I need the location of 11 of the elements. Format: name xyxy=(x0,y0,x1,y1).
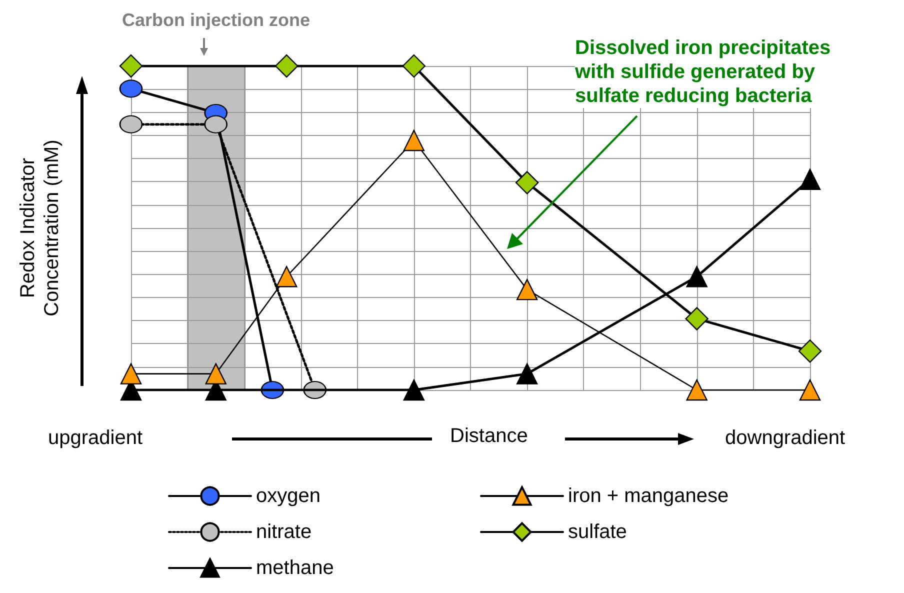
text: downgradient xyxy=(725,427,846,449)
text: upgradient xyxy=(48,427,143,449)
legend-label: iron + manganese xyxy=(568,485,729,507)
text: Carbon injection zone xyxy=(122,10,310,30)
y-axis-title: Redox Indicator Concentration (mM) xyxy=(17,140,63,316)
annotation: Dissolved iron precipitates with sulfide generated by sulfate reducing bacteria xyxy=(574,37,836,107)
legend-label: nitrate xyxy=(256,521,312,543)
legend-label: oxygen xyxy=(256,485,320,507)
legend-label: sulfate xyxy=(568,521,627,543)
x-axis-title: Distance xyxy=(450,425,528,447)
legend-label: methane xyxy=(256,557,334,579)
